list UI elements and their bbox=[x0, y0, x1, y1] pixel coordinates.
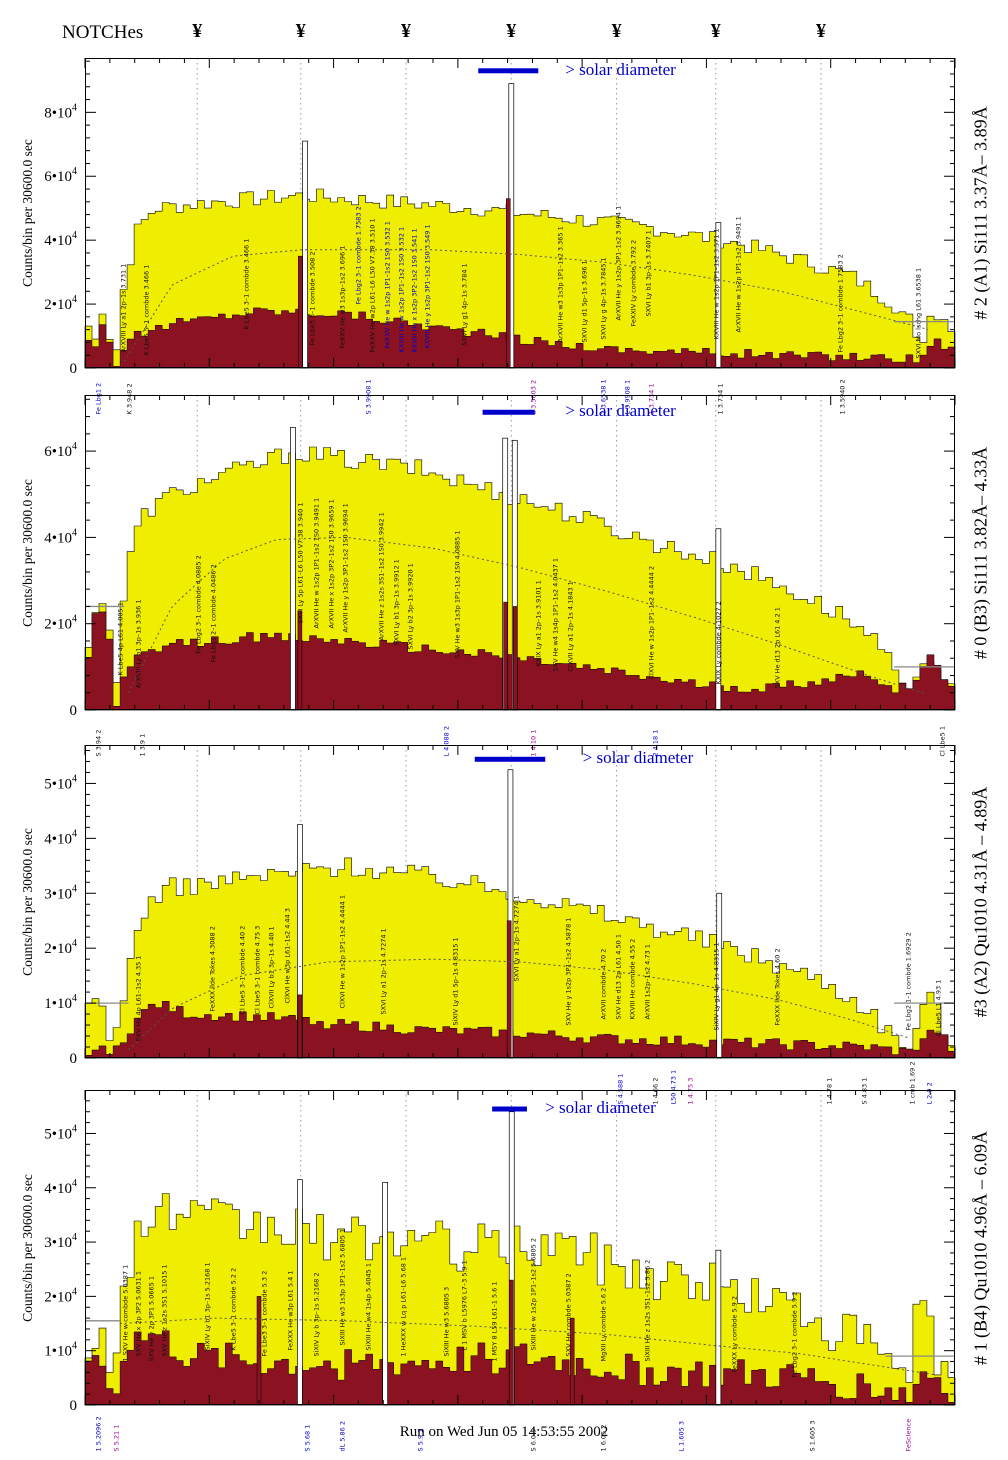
y-tick-label: 4•104 bbox=[44, 527, 77, 546]
y-tick-label: 0 bbox=[70, 1398, 78, 1414]
panel-4-chart: 0 1•104 2•104 3•104 4•104 5•104 bbox=[44, 1090, 956, 1414]
solar-diameter-label: > solar diameter bbox=[545, 1098, 656, 1117]
panel-2-y-axis-label: Counts/bin per 30600.0 sec bbox=[20, 478, 35, 627]
panel-2-title: # 0 (B3) Si111 3.82Å– 4.33Å bbox=[970, 446, 991, 659]
panel-4-title: # 1 (B4) Qu1010 4.96Å – 6.09Å bbox=[970, 1130, 991, 1365]
y-tick-label: 2•104 bbox=[44, 1286, 77, 1305]
notch-symbol-4: ¥ bbox=[506, 20, 517, 42]
panel-3-y-axis-label: Counts/bin per 30600.0 sec bbox=[20, 827, 35, 976]
y-tick-label: 1•104 bbox=[44, 993, 77, 1012]
y-tick-label: 0 bbox=[70, 703, 78, 719]
y-tick-label: 5•104 bbox=[44, 1123, 77, 1142]
panel-2: 0 2•104 4•104 6•104 K Lbe5 4p L61 4.005 1 ArX… bbox=[44, 395, 956, 756]
y-tick-label: 0 bbox=[70, 1051, 78, 1067]
y-tick-label: 2•104 bbox=[44, 294, 77, 313]
y-tick-label: 3•104 bbox=[44, 883, 77, 902]
solar-diameter-label: > solar diameter bbox=[565, 59, 676, 79]
y-tick-label: 1•104 bbox=[44, 1341, 77, 1360]
y-tick-label: 4•104 bbox=[44, 230, 77, 249]
panel-3-title: #3 (A2) Qu1010 4.31Å – 4.89Å bbox=[970, 786, 991, 1017]
panel-1-chart: 0 2•104 4•104 6•104 8•104 bbox=[44, 58, 956, 377]
y-tick-label: 4•104 bbox=[44, 1178, 77, 1197]
y-tick-label: 2•104 bbox=[44, 614, 77, 633]
panel-3: 0 1•104 2•104 3•104 4•104 5•104 SXV He 4p L61–… bbox=[44, 745, 956, 1104]
panel-1: 0 2•104 4•104 6•104 8•104 ArXVIII Ly a1 2p–1s… bbox=[44, 58, 956, 414]
panel-1-title: # 2 (A1) Si111 3.37Å– 3.89Å bbox=[970, 106, 991, 320]
y-tick-label: 3•104 bbox=[44, 1232, 77, 1251]
y-tick-label: 4•104 bbox=[44, 828, 77, 847]
notch-symbol-6: ¥ bbox=[710, 20, 721, 42]
y-tick-label: 8•104 bbox=[44, 102, 77, 121]
run-timestamp: Run on Wed Jun 05 14:53:55 2002 bbox=[399, 1424, 609, 1440]
y-tick-label: 0 bbox=[70, 361, 78, 377]
y-tick-label: 6•104 bbox=[44, 166, 77, 185]
panel-3-chart: 0 1•104 2•104 3•104 4•104 5•104 bbox=[44, 745, 956, 1067]
notch-symbol-2: ¥ bbox=[295, 20, 306, 42]
solar-diameter-label: > solar diameter bbox=[582, 748, 694, 768]
notch-symbol-7: ¥ bbox=[816, 20, 827, 42]
y-tick-label: 2•104 bbox=[44, 938, 77, 957]
notch-symbol-1: ¥ bbox=[192, 20, 203, 42]
panel-4-y-axis-label: Counts/bin per 30600.0 sec bbox=[20, 1173, 35, 1322]
solar-diameter-label: > solar diameter bbox=[565, 401, 676, 421]
panel-2-chart: 0 2•104 4•104 6•104 bbox=[44, 395, 956, 719]
notches-label: NOTCHes bbox=[62, 22, 144, 43]
panel-1-y-axis-label: Counts/bin per 30600.0 sec bbox=[20, 139, 35, 287]
notch-symbol-3: ¥ bbox=[401, 20, 412, 42]
y-tick-label: 6•104 bbox=[44, 441, 77, 460]
notch-symbol-5: ¥ bbox=[611, 20, 622, 42]
panel-4: 0 1•104 2•104 3•104 4•104 5•104 1 SXV He w com… bbox=[44, 1090, 956, 1451]
y-tick-label: 5•104 bbox=[44, 773, 77, 792]
